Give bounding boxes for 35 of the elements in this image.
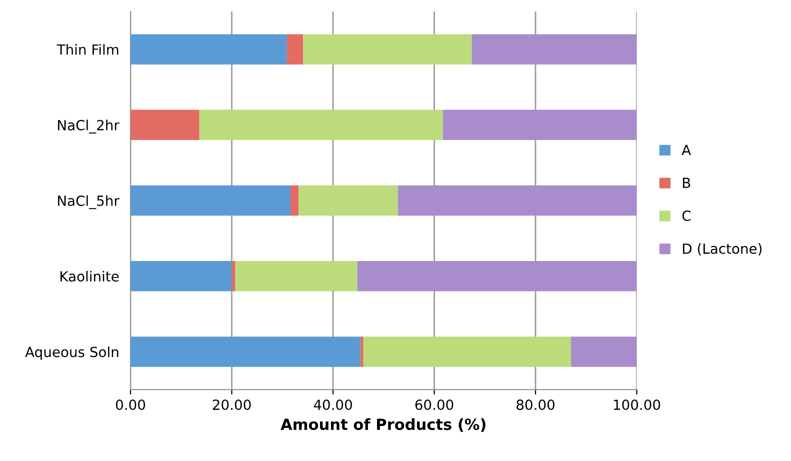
y-tick-label: NaCl_2hr bbox=[58, 120, 120, 134]
bar bbox=[130, 261, 232, 292]
bar bbox=[286, 34, 304, 64]
bar bbox=[232, 261, 236, 292]
bar bbox=[360, 336, 364, 367]
x-axis-title: Amount of Products (%) bbox=[280, 418, 486, 432]
legend-label: C bbox=[682, 210, 691, 222]
bar bbox=[290, 185, 299, 216]
bar bbox=[570, 336, 637, 367]
x-tick-label: 80.00 bbox=[516, 400, 554, 410]
bar bbox=[363, 336, 571, 367]
bar bbox=[199, 110, 443, 140]
legend-label: A bbox=[682, 144, 691, 156]
x-tick-label: 40.00 bbox=[314, 400, 352, 410]
bar bbox=[130, 110, 200, 140]
x-tick-label: 100.00 bbox=[614, 400, 660, 410]
bar bbox=[442, 110, 637, 140]
bar bbox=[357, 261, 637, 292]
x-tick-label: 20.00 bbox=[212, 400, 251, 410]
x-tick-label: 0.00 bbox=[116, 400, 146, 410]
y-tick-label: NaCl_5hr bbox=[58, 195, 120, 210]
bar bbox=[130, 336, 360, 367]
x-tick-label: 60.00 bbox=[415, 400, 454, 410]
y-tick-label: Thin Film bbox=[56, 44, 118, 55]
bar bbox=[472, 34, 637, 64]
bar bbox=[398, 185, 637, 216]
bar bbox=[298, 185, 398, 216]
bar bbox=[235, 261, 358, 292]
legend-label: D (Lactone) bbox=[682, 243, 762, 256]
y-tick-label: Aqueous Soln bbox=[25, 346, 118, 360]
bar bbox=[130, 34, 287, 64]
bar bbox=[130, 185, 290, 216]
legend-label: B bbox=[682, 178, 690, 188]
y-tick-label: Kaolinite bbox=[60, 270, 119, 282]
bar bbox=[303, 34, 472, 64]
